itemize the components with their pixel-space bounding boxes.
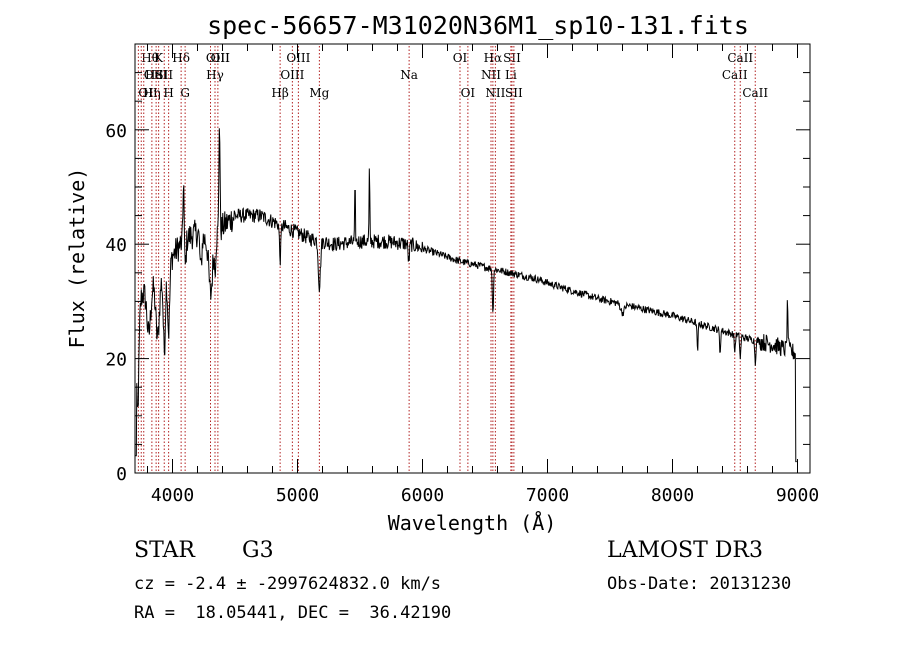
- line-marker-label: Hθ: [141, 51, 159, 65]
- y-axis-label: Flux (relative): [65, 168, 89, 349]
- line-marker-label: OI: [453, 51, 468, 65]
- line-marker-label: OIII: [286, 51, 310, 65]
- line-marker-label: NII: [485, 86, 505, 100]
- redshift-readout: cz = -2.4 ± -2997624832.0 km/s: [134, 574, 442, 594]
- chart-title: spec-56657-M31020N36M1_sp10-131.fits: [207, 11, 749, 40]
- line-marker-label: SII: [155, 68, 173, 82]
- plot-area: [135, 128, 797, 463]
- line-marker-label: OIII: [280, 68, 304, 82]
- x-axis-label: Wavelength (Å): [388, 511, 557, 535]
- line-marker-label: Na: [400, 68, 418, 82]
- x-tick-label: 8000: [651, 485, 694, 506]
- line-marker-label: Hβ: [271, 86, 288, 100]
- survey-name: LAMOST DR3: [607, 538, 763, 563]
- line-marker-label: Hα: [484, 51, 503, 65]
- line-marker-label: HeI: [145, 68, 168, 82]
- x-tick-label: 4000: [151, 485, 194, 506]
- obs-date: Obs-Date: 20131230: [607, 574, 792, 594]
- x-tick-label: 6000: [401, 485, 444, 506]
- line-marker-label: OIII: [206, 51, 230, 65]
- line-marker-label: OI: [461, 86, 476, 100]
- line-marker-label: Li: [505, 68, 517, 82]
- y-tick-label: 0: [116, 464, 127, 485]
- line-marker-label: K: [154, 51, 164, 65]
- x-tick-label: 5000: [276, 485, 319, 506]
- object-subclass: G3: [242, 538, 274, 563]
- y-tick-label: 40: [105, 235, 127, 256]
- y-tick-label: 20: [105, 350, 127, 371]
- line-marker-label: H: [163, 86, 173, 100]
- plot-frame: [134, 43, 811, 474]
- x-tick-label: 7000: [526, 485, 569, 506]
- line-marker-label: SII: [505, 86, 523, 100]
- line-marker-label: CaII: [742, 86, 768, 100]
- line-marker-label: Hδ: [172, 51, 190, 65]
- coordinates: RA = 18.05441, DEC = 36.42190: [134, 603, 452, 623]
- line-marker-label: NII: [481, 68, 501, 82]
- axes: 4000 5000 6000 7000 8000 9000 0 20 40 60: [105, 43, 819, 506]
- line-marker-label: Mg: [309, 86, 329, 100]
- line-marker-label: G: [180, 86, 190, 100]
- line-marker-label: Hη: [143, 86, 161, 100]
- spectrum-line: [135, 128, 797, 463]
- y-tick-label: 60: [105, 121, 127, 142]
- x-tick-label: 9000: [776, 485, 819, 506]
- line-marker-label: CaII: [722, 68, 748, 82]
- line-marker-label: SII: [503, 51, 521, 65]
- object-class: STAR: [134, 538, 195, 563]
- line-marker-label: Hγ: [206, 68, 224, 82]
- line-marker-label: CaII: [727, 51, 753, 65]
